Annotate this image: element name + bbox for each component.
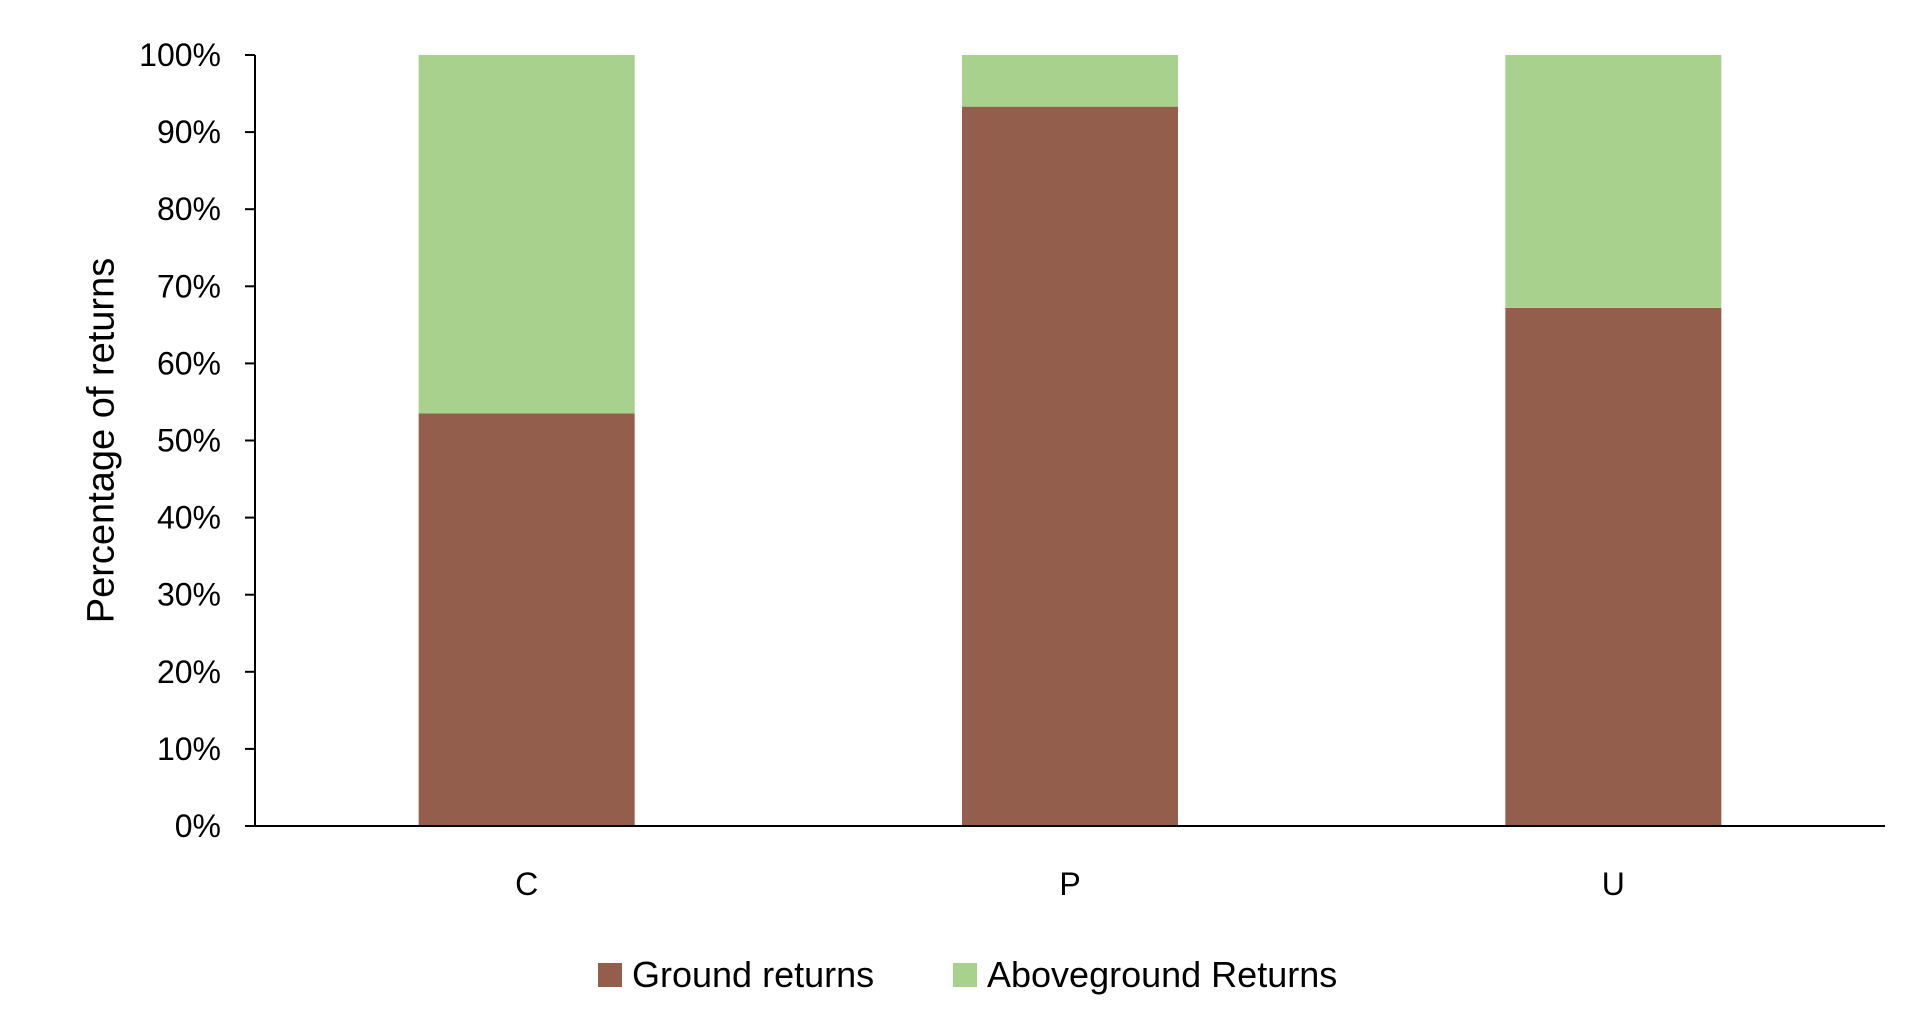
y-tick-label: 40%: [157, 500, 221, 536]
y-tick-label: 50%: [157, 423, 221, 459]
y-tick-label: 60%: [157, 345, 221, 381]
y-tick-label: 100%: [139, 37, 221, 73]
legend-label-1: Ground returns: [632, 954, 874, 995]
bar-u-series-1: [1505, 307, 1722, 826]
bar-p-series-1: [962, 106, 1178, 827]
bar-c-series-1: [418, 413, 635, 826]
x-tick-label: P: [1059, 866, 1080, 902]
legend-swatch-1: [598, 963, 622, 987]
y-tick-label: 0%: [175, 808, 221, 844]
y-tick-label: 90%: [157, 114, 221, 150]
y-axis-title: Percentage of returns: [80, 258, 122, 623]
x-tick-label: U: [1602, 866, 1625, 902]
y-tick-label: 20%: [157, 654, 221, 690]
bars-layer: [418, 55, 1722, 827]
y-tick-label: 10%: [157, 731, 221, 767]
legend: Ground returns Aboveground Returns: [598, 954, 1337, 995]
bar-u-series-2: [1505, 55, 1722, 308]
y-tick-label: 80%: [157, 191, 221, 227]
y-ticks: 0% 10% 20% 30% 40% 50% 60% 70% 80% 90% 100%: [139, 37, 255, 844]
y-tick-label: 30%: [157, 577, 221, 613]
legend-swatch-2: [953, 963, 977, 987]
y-tick-label: 70%: [157, 268, 221, 304]
legend-label-2: Aboveground Returns: [987, 954, 1337, 995]
x-tick-label: C: [515, 866, 538, 902]
bar-c-series-2: [418, 55, 635, 414]
bar-p-series-2: [962, 55, 1178, 107]
